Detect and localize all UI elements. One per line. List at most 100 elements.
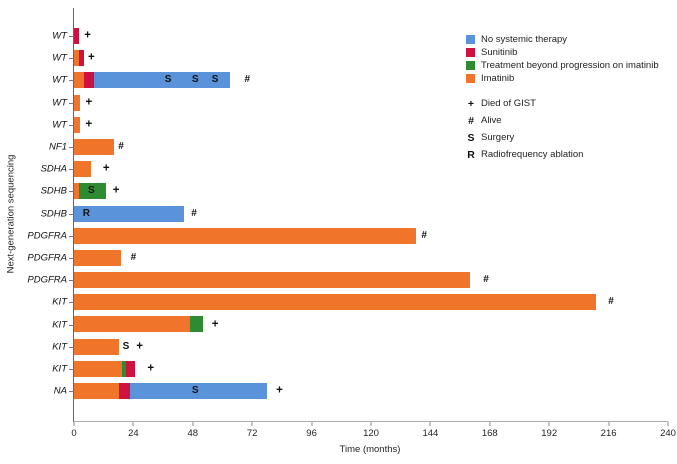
- surgery-marker: S: [87, 185, 95, 197]
- legend-marker-symbol: #: [468, 114, 474, 127]
- y-tick-mark: [69, 324, 74, 326]
- bar-segment-sunitinib: [78, 50, 84, 67]
- x-tick-mark: [251, 422, 253, 426]
- swimmer-row: WT +: [52, 25, 668, 47]
- surgery-marker: S: [211, 74, 219, 86]
- y-tick-mark: [69, 102, 74, 104]
- alive-marker: #: [118, 141, 124, 153]
- y-axis-label: NA: [53, 385, 67, 397]
- x-tick-mark: [667, 422, 669, 426]
- x-axis-title: Time (months): [339, 444, 401, 455]
- legend-therapy-label: No systemic therapy: [481, 34, 568, 45]
- legend-color-swatch: [466, 35, 475, 44]
- bar-segment-imatinib: [74, 72, 84, 89]
- x-tick-label: 144: [422, 428, 439, 439]
- y-axis-label: SDHA: [40, 163, 67, 175]
- swimmer-row: PDGFRA #: [27, 225, 668, 247]
- alive-marker: #: [130, 251, 137, 263]
- swimmer-row: NF1 #: [49, 136, 668, 158]
- bar-segment-imatinib: [74, 383, 119, 399]
- y-axis-label: NF1: [49, 141, 67, 153]
- x-tick-label: 120: [363, 428, 379, 439]
- bar-segment-no-systemic-therapy: [129, 383, 268, 399]
- swimmer-row: WT +: [52, 114, 668, 136]
- bar-segment-treatment-beyond-progression-on-imatinib: [78, 183, 107, 200]
- bar-segment-imatinib: [74, 94, 81, 111]
- alive-marker: #: [483, 274, 489, 286]
- bar-segment-treatment-beyond-progression-on-imatinib: [122, 360, 126, 377]
- legend-marker-symbol: R: [467, 148, 475, 161]
- y-tick-mark: [69, 191, 74, 193]
- bar-segment-no-systemic-therapy: [74, 205, 185, 222]
- legend-marker-symbol: S: [467, 131, 475, 144]
- swimmer-row: PDGFRA #: [27, 247, 668, 269]
- died-marker: +: [85, 118, 93, 131]
- bar-segment-no-systemic-therapy: [93, 72, 230, 89]
- swimmer-row: SDHB R #: [41, 203, 668, 225]
- y-axis-label: WT: [52, 74, 67, 86]
- swimmer-row: KIT +: [52, 358, 668, 380]
- swimmer-row: KIT +: [52, 313, 668, 335]
- alive-marker: #: [608, 296, 614, 308]
- x-tick-label: 168: [481, 428, 498, 439]
- legend-marker-label: Radiofrequency ablation: [481, 149, 584, 160]
- y-axis-label: KIT: [52, 363, 67, 375]
- y-tick-mark: [69, 257, 74, 259]
- x-tick-label: 24: [128, 428, 139, 439]
- swimmer-row: WT S S S #: [52, 69, 668, 91]
- x-tick-mark: [192, 422, 194, 426]
- y-axis-label: PDGFRA: [27, 252, 67, 264]
- x-tick-mark: [370, 422, 372, 426]
- legend-therapy-item: Treatment beyond progression on imatinib: [466, 59, 659, 72]
- y-tick-mark: [69, 346, 74, 348]
- bar-segment-imatinib: [74, 227, 416, 244]
- swimmer-row: KIT S +: [52, 336, 668, 358]
- bar-segment-imatinib: [74, 161, 92, 178]
- bar-segment-imatinib: [74, 360, 123, 377]
- y-tick-mark: [69, 280, 74, 282]
- legend-color-swatch: [466, 61, 475, 70]
- y-axis-label: WT: [52, 97, 67, 109]
- y-axis-label: WT: [52, 119, 67, 131]
- swimmer-row: SDHB S +: [41, 180, 668, 202]
- x-tick-mark: [548, 422, 550, 426]
- swimmer-row: KIT #: [52, 291, 668, 313]
- swimmer-row: WT +: [52, 47, 668, 69]
- y-axis-label: SDHB: [40, 208, 67, 220]
- bar-segment-sunitinib: [83, 72, 94, 89]
- legend-therapy-item: No systemic therapy: [466, 33, 659, 46]
- x-tick-label: 192: [541, 428, 558, 439]
- surgery-marker: S: [164, 74, 172, 86]
- bar-segment-treatment-beyond-progression-on-imatinib: [190, 316, 203, 333]
- died-marker: +: [276, 384, 283, 397]
- legend-color-swatch: [466, 48, 475, 57]
- legend-marker-label: Died of GIST: [481, 98, 536, 109]
- surgery-marker: S: [191, 74, 199, 86]
- alive-marker: #: [191, 207, 197, 219]
- y-tick-mark: [69, 235, 74, 237]
- legend-marker-item: S Surgery: [466, 129, 659, 146]
- rfa-marker: R: [82, 207, 90, 219]
- y-axis-title: Next-generation sequencing: [5, 154, 17, 274]
- bar-rows-container: WT + WT + WT S S S # WT + WT + NF1 # SDHA + SDHB S + SDHB R # P…: [27, 8, 668, 421]
- died-marker: +: [102, 162, 110, 175]
- x-tick-mark: [489, 422, 491, 426]
- surgery-marker: S: [122, 340, 130, 352]
- legend-marker-list: + Died of GIST # Alive S Surgery R Radiofrequen…: [466, 95, 659, 163]
- x-tick-label: 216: [600, 428, 617, 439]
- legend-therapy-label: Treatment beyond progression on imatinib: [481, 60, 659, 71]
- died-marker: +: [136, 339, 143, 352]
- y-tick-mark: [69, 58, 74, 60]
- died-marker: +: [211, 317, 219, 330]
- x-tick-mark: [132, 422, 134, 426]
- bar-segment-sunitinib: [125, 360, 135, 377]
- bar-segment-sunitinib: [74, 28, 79, 44]
- died-marker: +: [147, 362, 155, 375]
- y-tick-mark: [69, 147, 74, 149]
- y-tick-mark: [69, 124, 74, 126]
- x-tick-mark: [429, 422, 431, 426]
- plot-area: WT + WT + WT S S S # WT + WT + NF1 # SDHA + SDHB S + SDHB R # P…: [27, 8, 676, 439]
- bar-segment-sunitinib: [118, 383, 130, 399]
- y-axis-label: SDHB: [40, 185, 67, 197]
